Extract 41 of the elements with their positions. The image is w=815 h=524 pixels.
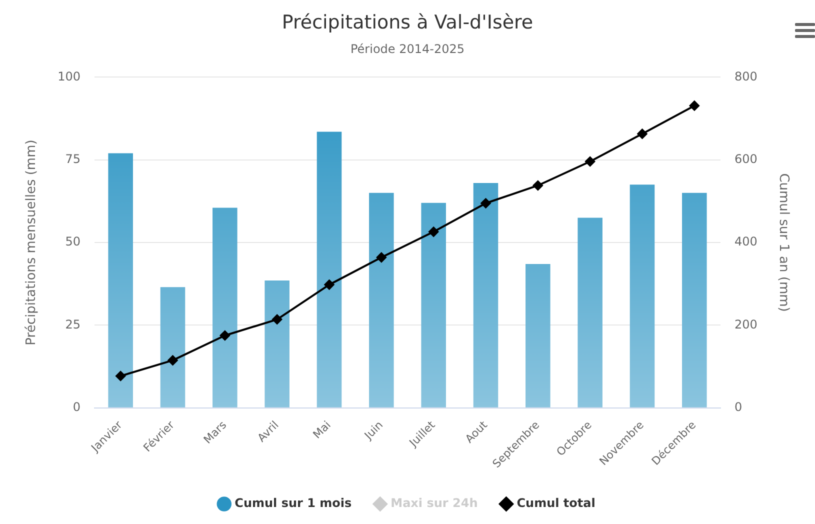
point [428, 226, 439, 237]
bar [316, 132, 342, 408]
bar [578, 218, 602, 408]
chart-title: Précipitations à Val-d'Isère [282, 11, 534, 34]
y-tick-label: 25 [65, 317, 81, 332]
y-tick-label: 50 [65, 234, 81, 249]
point [116, 371, 126, 382]
y2-tick-label: 0 [734, 400, 742, 414]
bar [421, 202, 446, 408]
y2-tick-label: 800 [734, 69, 758, 84]
bar [160, 287, 186, 408]
point [585, 156, 596, 167]
bar [630, 184, 655, 408]
point [324, 280, 334, 290]
point [637, 128, 648, 139]
x-tick-label: Mai [310, 418, 334, 442]
chart-subtitle: Période 2014-2025 [350, 42, 465, 56]
point [376, 252, 386, 262]
bar [682, 192, 707, 408]
y-tick-label: 100 [58, 69, 81, 84]
point [168, 355, 178, 366]
point [272, 314, 282, 324]
y2-axis-title: Cumul sur 1 an (mm) [776, 173, 791, 312]
point [480, 198, 491, 208]
point [689, 100, 700, 111]
y2-tick-label: 400 [734, 234, 758, 249]
y2-tick-label: 200 [734, 317, 758, 332]
point [220, 330, 230, 341]
point [532, 180, 543, 190]
y-tick-label: 75 [65, 152, 81, 166]
bar [473, 183, 498, 408]
y-axis-title: Précipitations mensuelles (mm) [24, 140, 40, 346]
bar [369, 192, 394, 408]
legend-label: Cumul sur 1 mois [234, 496, 352, 510]
bar [526, 264, 550, 408]
bar [108, 153, 133, 408]
legend-label: Cumul total [516, 496, 596, 510]
bar [212, 208, 238, 408]
y-tick-label: 0 [72, 400, 81, 414]
y2-tick-label: 600 [734, 152, 758, 166]
bar [264, 280, 290, 408]
